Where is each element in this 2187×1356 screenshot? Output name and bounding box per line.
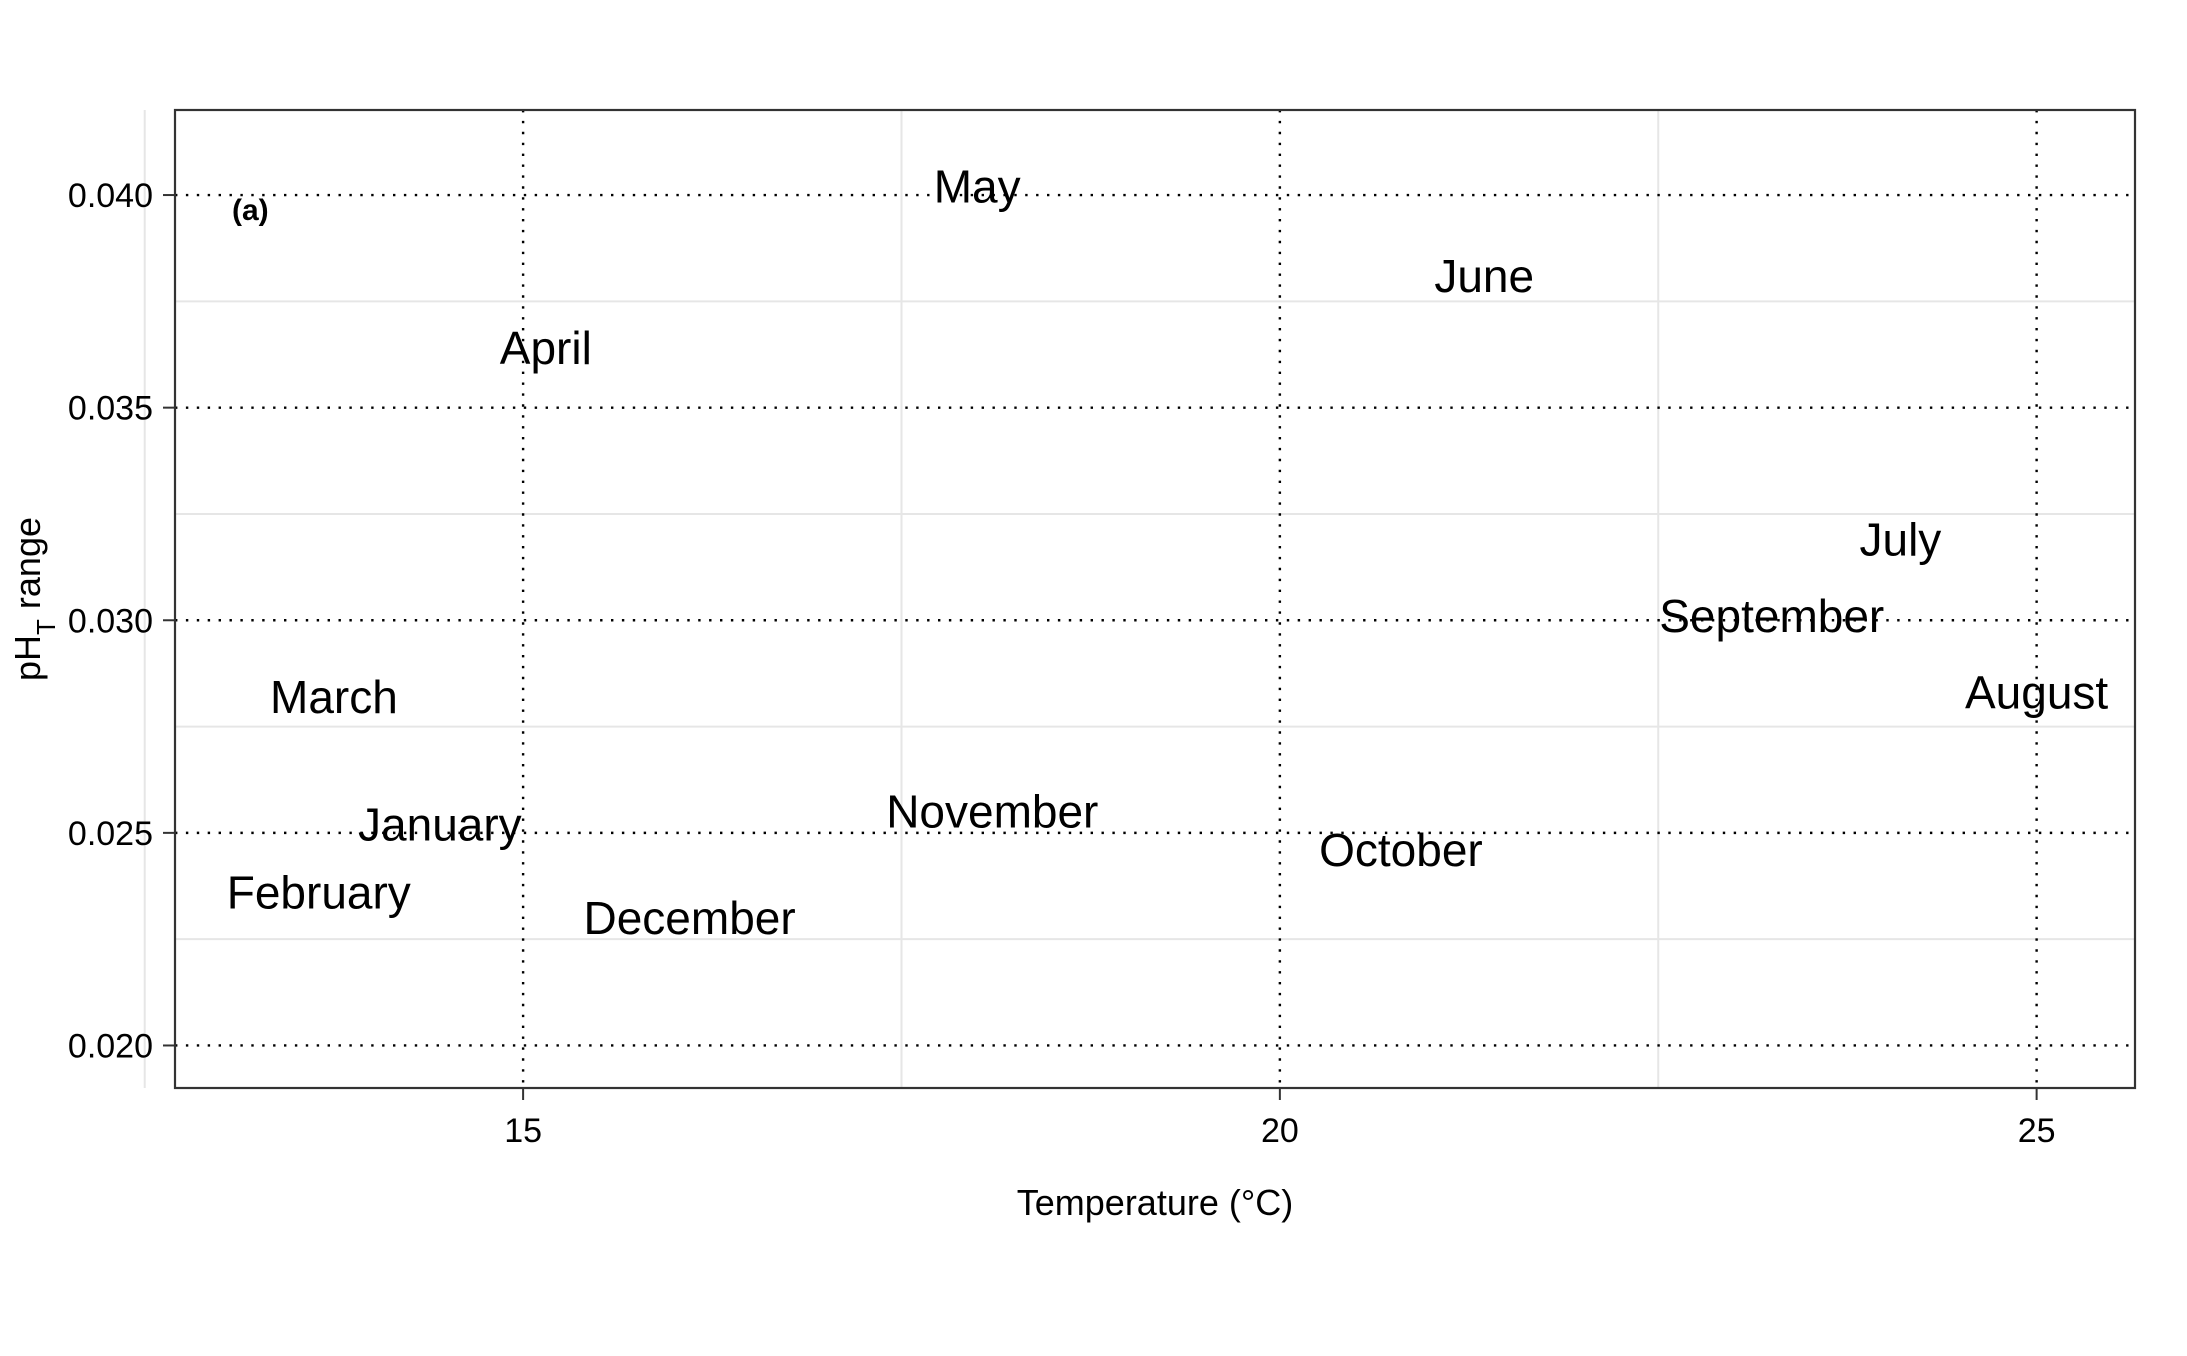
x-axis: 15 20 25 (504, 1088, 2056, 1150)
point-label-may: May (934, 161, 1021, 213)
point-label-december: December (583, 892, 795, 944)
plot-frame (173, 108, 2137, 1090)
point-labels: January February March April May June July Augu… (227, 161, 2109, 944)
minor-grid (143, 110, 2135, 1088)
x-tick-label: 15 (504, 1112, 542, 1150)
point-label-september: September (1659, 590, 1884, 642)
panel-label: (a) (232, 194, 269, 227)
point-label-october: October (1319, 824, 1483, 876)
y-tick-label: 0.025 (68, 815, 153, 853)
y-tick-label: 0.040 (68, 177, 153, 215)
y-axis: 0.020 0.025 0.030 0.035 0.040 (68, 177, 175, 1065)
y-axis-title: pHT range (7, 517, 61, 681)
x-tick-label: 20 (1261, 1112, 1299, 1150)
point-label-june: June (1434, 250, 1534, 302)
y-tick-label: 0.035 (68, 390, 153, 428)
y-tick-label: 0.020 (68, 1027, 153, 1065)
point-label-april: April (500, 322, 592, 374)
point-label-july: July (1859, 513, 1941, 565)
y-axis-title-main: pH (7, 635, 48, 681)
point-label-february: February (227, 866, 411, 918)
y-axis-title-subscript: T (31, 619, 61, 635)
point-label-november: November (886, 786, 1098, 838)
point-label-march: March (270, 671, 398, 723)
point-label-january: January (358, 798, 522, 850)
x-axis-title: Temperature (°C) (1017, 1182, 1293, 1223)
y-tick-label: 0.030 (68, 602, 153, 640)
point-label-august: August (1965, 667, 2108, 719)
x-tick-label: 25 (2018, 1112, 2056, 1150)
y-axis-title-suffix: range (7, 517, 48, 619)
